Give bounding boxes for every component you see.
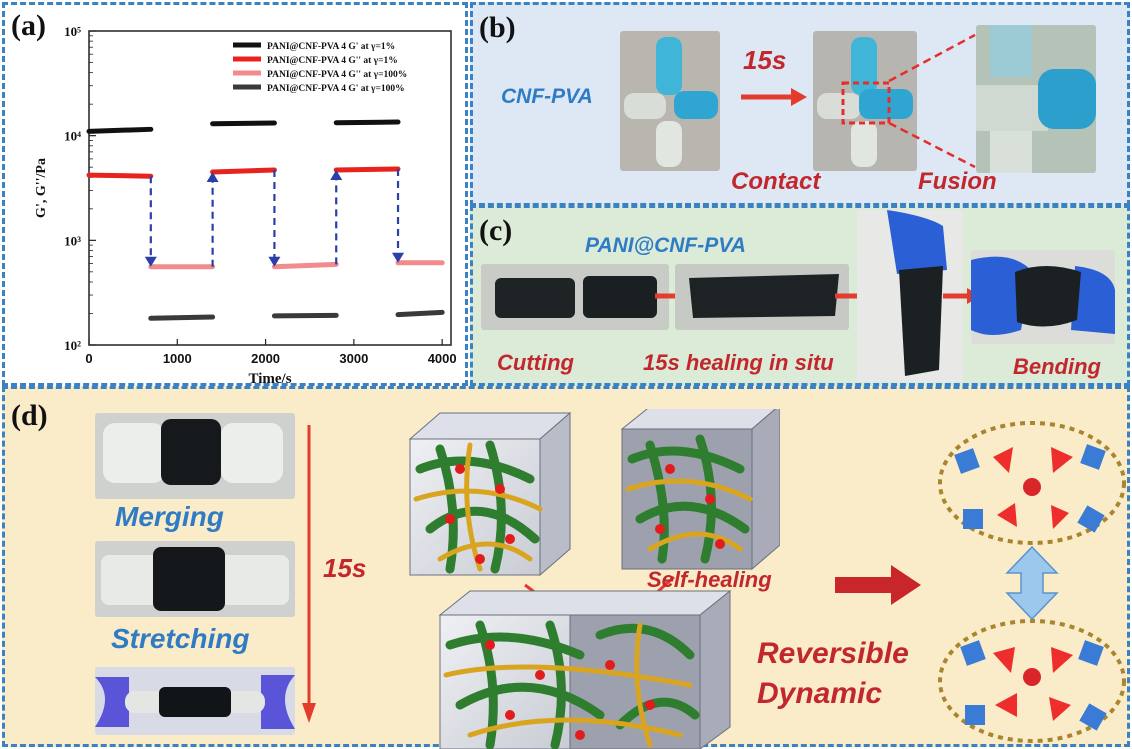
transition-arrow-head (330, 169, 343, 180)
series-line (86, 126, 154, 134)
panel-label-b: (b) (479, 11, 516, 44)
x-tick-label: 2000 (251, 351, 280, 366)
series-line (333, 166, 401, 173)
hydrogel-cross-photo-before (620, 31, 720, 171)
panel-d: (d) Merging Stretching 15s (2, 386, 1130, 749)
stretching-photo (95, 541, 295, 617)
series-line (271, 261, 339, 270)
right-arrow-icon (741, 88, 807, 106)
legend-entry: PANI@CNF-PVA 4 G'' at γ=100% (267, 70, 407, 80)
transition-arrow-head (144, 256, 157, 267)
x-tick-label: 1000 (163, 351, 192, 366)
y-tick-label: 10⁴ (64, 129, 81, 144)
merging-photo (95, 413, 295, 499)
cutting-label: Cutting (497, 350, 574, 375)
transition-arrow-head (392, 252, 405, 263)
self-healing-label: Self-healing (647, 567, 772, 592)
stretching-label: Stretching (111, 623, 250, 654)
legend-entry: PANI@CNF-PVA 4 G' at γ=1% (267, 42, 395, 52)
legend-entry: PANI@CNF-PVA 4 G'' at γ=1% (267, 56, 398, 66)
cube-damaged-network (620, 409, 780, 571)
panel-a: (a) 0 1000 2000 3000 4000 10² 10³ 10⁴ 10⁵ Time/s G… (2, 2, 468, 386)
cut-hydrogel-image (495, 276, 657, 318)
plot-frame (88, 30, 452, 346)
bent-hydrogel-photo (971, 250, 1115, 344)
y-tick-label: 10² (64, 338, 81, 353)
transition-arrow-head (206, 171, 219, 182)
stretched-image (95, 675, 295, 729)
hydrogel-cross-photo-after (813, 31, 917, 171)
fusion-zoom-photo (976, 25, 1096, 173)
time-15s-label-d: 15s (323, 553, 367, 583)
series-line (86, 172, 154, 179)
contact-label: Contact (731, 168, 821, 195)
merging-label: Merging (115, 501, 224, 532)
zoom-guide-lines (888, 33, 976, 169)
x-tick-label: 4000 (428, 351, 457, 366)
panel-label-d: (d) (11, 399, 48, 432)
rheology-chart: 0 1000 2000 3000 4000 10² 10³ 10⁴ 10⁵ Time/s G', G… (34, 24, 457, 385)
network-cubes-illustration (408, 409, 780, 749)
healed-hydrogel-image (689, 274, 839, 318)
healing-in-situ-label: 15s healing in situ (643, 350, 834, 375)
pani-cnf-pva-label: PANI@CNF-PVA (585, 234, 746, 257)
time-15s-label: 15s (743, 45, 787, 75)
x-tick-label: 0 (85, 351, 92, 366)
series-line (210, 120, 277, 127)
cut-hydrogel-photo (481, 264, 669, 330)
hanging-hydrogel-image (887, 210, 947, 376)
y-tick-label: 10³ (64, 233, 81, 248)
bending-label: Bending (1013, 354, 1101, 379)
dynamic-bonds-illustration (938, 421, 1126, 743)
transition-arrow-head (268, 256, 281, 267)
stretched-photo (95, 667, 295, 735)
dynamic-label: Dynamic (757, 677, 883, 710)
hydrogel-cross-image (624, 37, 718, 167)
bond-unit-top (954, 444, 1106, 533)
series-line (333, 119, 401, 126)
merging-image (103, 419, 283, 485)
down-arrow-icon (302, 425, 316, 723)
panel-label-a: (a) (11, 9, 46, 42)
reversible-label: Reversible (757, 637, 909, 670)
panel-label-c: (c) (479, 214, 513, 247)
healed-hydrogel-photo (675, 264, 849, 330)
y-axis-label: G', G''/Pa (34, 158, 49, 218)
series-line (395, 309, 445, 318)
fusion-zoom-image (976, 25, 1096, 173)
series-line (210, 167, 277, 175)
stretching-image (101, 547, 289, 611)
x-axis-label: Time/s (248, 371, 291, 385)
big-right-arrow-icon (835, 565, 921, 605)
cnf-pva-label: CNF-PVA (501, 85, 593, 108)
fusion-label: Fusion (918, 168, 997, 195)
hydrogel-cross-image (817, 37, 913, 167)
bond-unit-bottom (960, 640, 1107, 731)
cube-intact-network (408, 411, 572, 577)
y-tick-label: 10⁵ (64, 24, 81, 39)
series-line (148, 314, 216, 321)
legend-entry: PANI@CNF-PVA 4 G' at γ=100% (267, 84, 405, 94)
bent-hydrogel-image (971, 256, 1115, 335)
panel-b: (b) CNF-PVA 15s (470, 2, 1130, 206)
panel-c: (c) PANI@CNF-PVA Cutting 15s healing in … (470, 205, 1130, 386)
double-arrow-icon (1005, 545, 1059, 621)
x-tick-label: 3000 (339, 351, 368, 366)
cube-healed-network (438, 589, 732, 749)
